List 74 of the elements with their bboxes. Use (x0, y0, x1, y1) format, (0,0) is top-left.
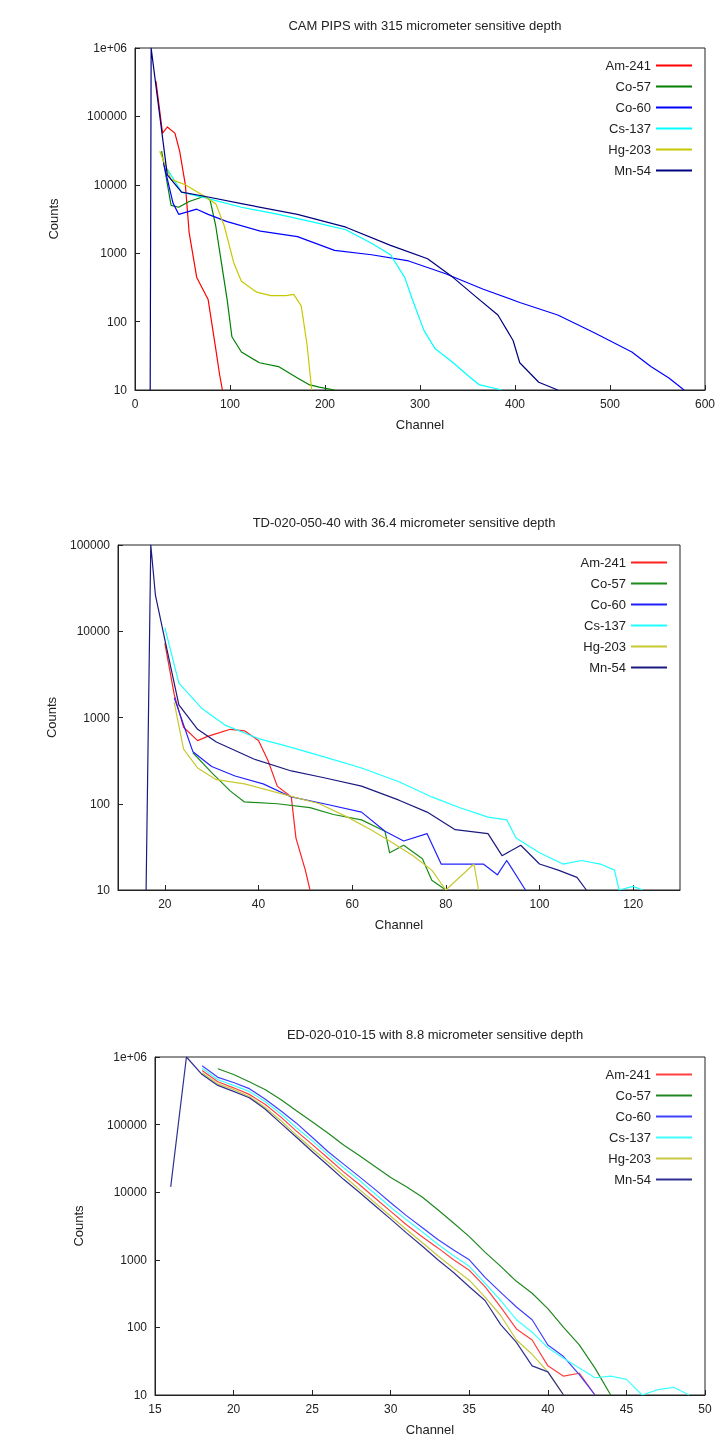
x-tick-label: 35 (462, 1402, 477, 1416)
y-tick-label: 100 (126, 1320, 148, 1335)
y-tick-label: 10 (96, 883, 111, 897)
y-tick-label: 10000 (113, 1185, 148, 1200)
legend-label: Cs-137 (609, 1130, 651, 1145)
x-tick-label: 40 (251, 897, 266, 911)
y-tick-label: 10 (133, 1388, 148, 1402)
x-tick-label: 0 (131, 397, 139, 411)
chart-title: TD-020-050-40 with 36.4 micrometer sensitive depth (252, 515, 556, 530)
legend-label: Co-57 (590, 576, 626, 591)
legend-label: Co-60 (590, 597, 626, 612)
y-axis-title: Counts (71, 1204, 86, 1247)
x-tick-label: 30 (384, 1402, 398, 1416)
legend-label: Co-57 (615, 79, 651, 94)
x-tick-label: 600 (694, 397, 716, 411)
line-series (173, 697, 527, 891)
line-series (155, 80, 223, 391)
legend-label: Cs-137 (584, 618, 626, 633)
legend-label: Am-241 (605, 1067, 651, 1082)
legend-label: Cs-137 (609, 121, 651, 136)
y-tick-label: 100000 (106, 1117, 148, 1132)
x-tick-label: 500 (599, 397, 621, 411)
x-tick-label: 100 (529, 897, 550, 911)
x-axis-title: Channel (395, 417, 445, 432)
y-tick-label: 100 (106, 314, 128, 329)
legend-label: Mn-54 (614, 1172, 651, 1187)
legend-label: Am-241 (605, 58, 651, 73)
x-tick-label: 50 (698, 1402, 712, 1416)
line-series (192, 752, 447, 891)
y-tick-label: 10 (113, 383, 128, 397)
y-tick-label: 1000 (83, 710, 111, 725)
x-axis-title: Channel (405, 1422, 455, 1437)
x-tick-label: 60 (345, 897, 360, 911)
legend-label: Hg-203 (608, 142, 651, 157)
x-tick-label: 300 (409, 397, 431, 411)
x-tick-label: 400 (504, 397, 526, 411)
line-series (149, 47, 559, 391)
line-series (164, 642, 311, 891)
legend-label: Co-60 (615, 1109, 651, 1124)
legend-label: Hg-203 (583, 639, 626, 654)
x-tick-label: 100 (219, 397, 241, 411)
x-tick-label: 25 (305, 1402, 320, 1416)
x-tick-label: 20 (158, 897, 172, 911)
legend-label: Mn-54 (589, 660, 626, 675)
x-tick-label: 40 (541, 1402, 555, 1416)
x-tick-label: 80 (439, 897, 453, 911)
y-tick-label: 100 (89, 796, 111, 811)
x-tick-label: 120 (623, 897, 644, 911)
chart-title: ED-020-010-15 with 8.8 micrometer sensitive depth (286, 1027, 584, 1042)
chart-title: CAM PIPS with 315 micrometer sensitive depth (288, 18, 562, 33)
y-tick-label: 100000 (69, 538, 111, 552)
y-tick-label: 10000 (76, 624, 111, 639)
legend-label: Co-60 (615, 100, 651, 115)
y-tick-label: 1000 (100, 246, 128, 261)
y-tick-label: 1e+06 (113, 1050, 148, 1064)
x-tick-label: 200 (314, 397, 336, 411)
x-tick-label: 45 (619, 1402, 634, 1416)
y-tick-label: 1000 (120, 1252, 148, 1267)
x-tick-label: 20 (226, 1402, 241, 1416)
legend-label: Co-57 (615, 1088, 651, 1103)
line-series (173, 701, 480, 891)
x-axis-title: Channel (374, 917, 424, 932)
line-series (201, 1067, 690, 1396)
y-tick-label: 10000 (93, 177, 128, 192)
y-tick-label: 1e+06 (93, 41, 128, 55)
y-tick-label: 100000 (86, 109, 128, 124)
x-tick-label: 15 (148, 1402, 162, 1416)
line-series (162, 162, 685, 391)
y-axis-title: Counts (46, 197, 61, 240)
y-axis-title: Counts (44, 696, 59, 739)
legend-label: Mn-54 (614, 163, 651, 178)
legend-label: Am-241 (580, 555, 626, 570)
legend-label: Hg-203 (608, 1151, 651, 1166)
line-series (166, 168, 503, 391)
